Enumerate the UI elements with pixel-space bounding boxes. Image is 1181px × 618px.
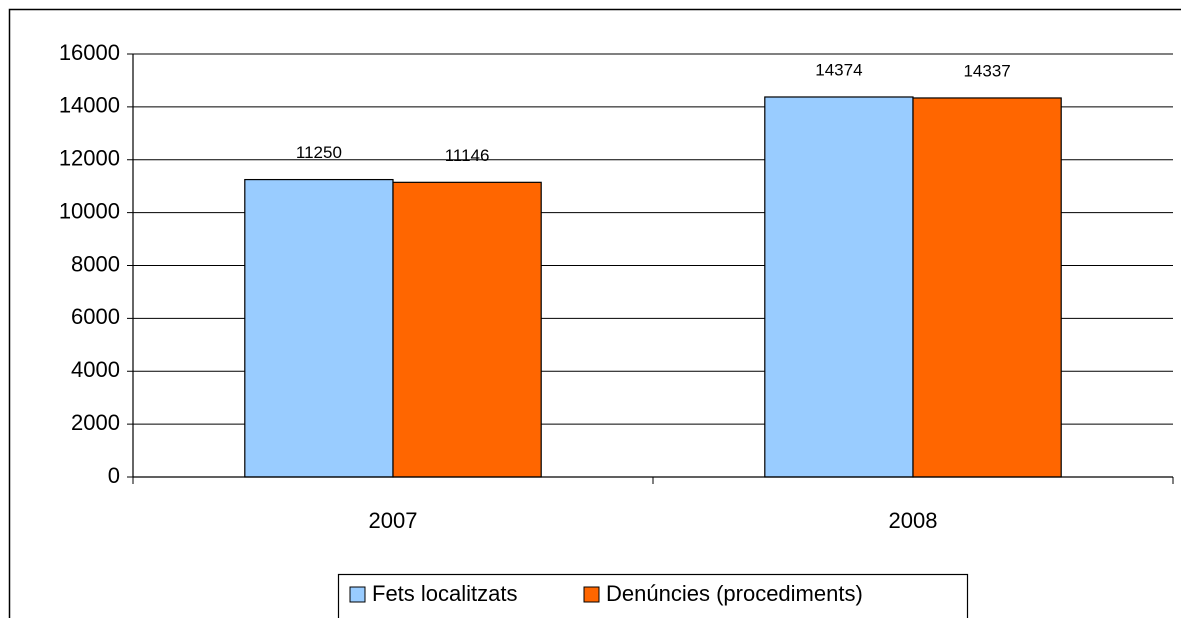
y-tick-label: 2000 (71, 410, 120, 435)
bar (392, 181, 542, 478)
y-tick-label: 8000 (71, 251, 120, 276)
bar (244, 178, 394, 478)
x-tick-label: 2007 (369, 508, 418, 533)
y-tick-label: 0 (108, 463, 120, 488)
legend-label: Denúncies (procediments) (606, 581, 863, 606)
y-tick-label: 10000 (59, 198, 120, 223)
data-label: 14337 (963, 61, 1010, 80)
x-tick-label: 2008 (889, 508, 938, 533)
legend-swatch (349, 586, 366, 603)
y-tick-label: 4000 (71, 357, 120, 382)
legend-swatch (583, 586, 600, 603)
data-label: 14374 (815, 60, 862, 79)
legend-label: Fets localitzats (372, 581, 518, 606)
bar (912, 97, 1062, 478)
bar (764, 96, 914, 478)
y-tick-label: 14000 (59, 93, 120, 118)
y-tick-label: 12000 (59, 146, 120, 171)
legend-box (337, 573, 969, 618)
y-tick-label: 6000 (71, 304, 120, 329)
y-tick-label: 16000 (59, 40, 120, 65)
data-label: 11146 (445, 146, 490, 165)
data-label: 11250 (296, 143, 342, 162)
